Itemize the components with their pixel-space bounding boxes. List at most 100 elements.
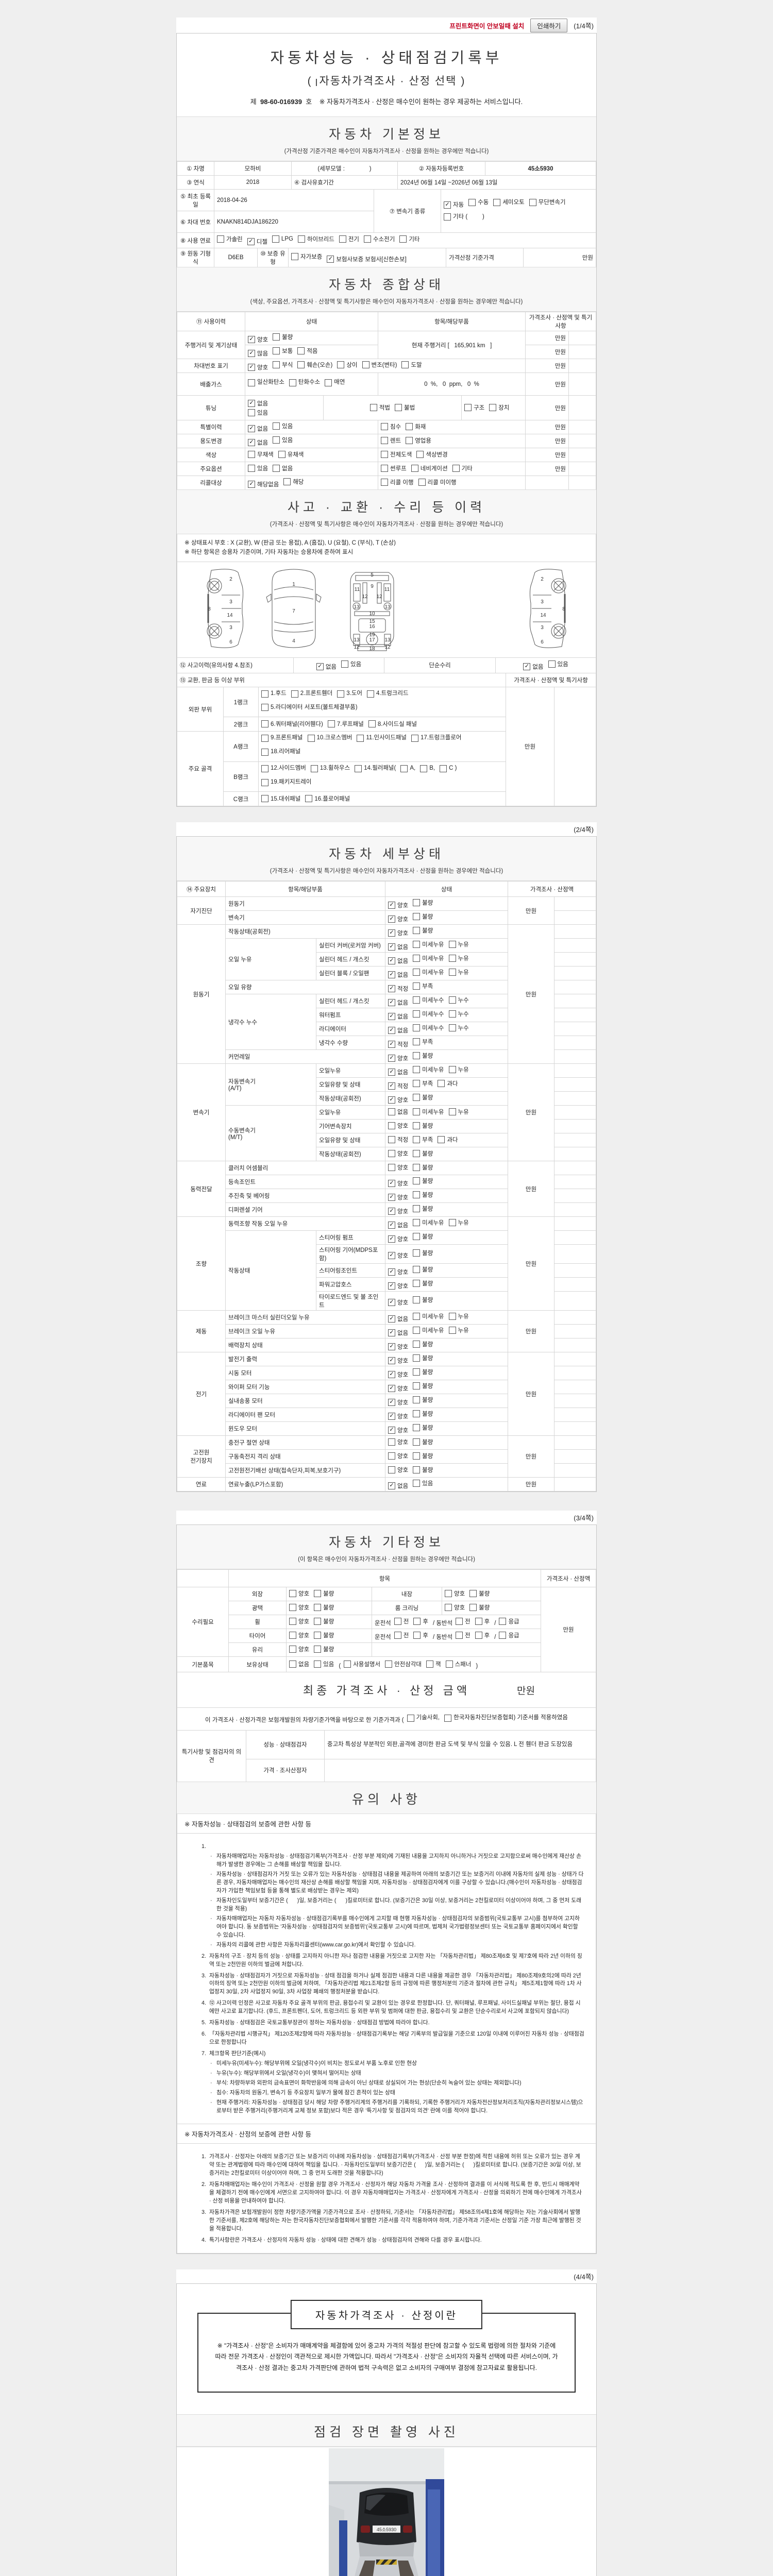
checkbox-option[interactable]: ✓ 보험사보증 보험사[신한손보] <box>327 255 407 263</box>
checkbox-option[interactable]: 양호 <box>388 1452 408 1460</box>
checkbox-option[interactable]: 불량 <box>413 1340 433 1348</box>
checkbox-option[interactable]: 하이브리드 <box>297 235 334 243</box>
checkbox-option[interactable]: 네비게이션 <box>411 464 448 472</box>
checkbox-option[interactable]: 17.트렁크플로어 <box>411 733 461 744</box>
checkbox-option[interactable]: ✓ 없음 <box>388 998 408 1007</box>
checkbox-option[interactable]: 불량 <box>413 1423 433 1432</box>
checkbox-option[interactable]: 부족 <box>413 1136 433 1144</box>
checkbox-option[interactable]: 불량 <box>413 1410 433 1418</box>
checkbox-option[interactable]: 가솔린 <box>217 235 243 243</box>
checkbox-option[interactable]: ✓ 없음 <box>248 399 321 408</box>
checkbox-option[interactable]: 있음 <box>273 436 293 444</box>
checkbox-option[interactable]: 불량 <box>413 1354 433 1362</box>
checkbox-option[interactable]: 세미오토 <box>493 197 525 209</box>
checkbox-option[interactable]: ✓ 양호 <box>388 915 408 923</box>
checkbox-option[interactable]: 없음 <box>273 464 293 472</box>
checkbox-option[interactable]: 불량 <box>413 926 433 935</box>
checkbox-option[interactable]: ✓ 양호 <box>388 1412 408 1420</box>
checkbox-option[interactable]: 수소전기 <box>364 235 395 243</box>
checkbox-option[interactable]: 적법 <box>369 403 390 412</box>
checkbox-option[interactable]: 불량 <box>469 1589 490 1598</box>
checkbox-option[interactable]: 13.휠하우스 <box>310 763 350 774</box>
checkbox-option[interactable]: 불량 <box>413 912 433 921</box>
checkbox-option[interactable]: 안전삼각대 <box>385 1660 422 1668</box>
checkbox-option[interactable]: 일산화탄소 <box>248 377 284 388</box>
checkbox-option[interactable]: 수동 <box>468 197 489 209</box>
checkbox-option[interactable]: ✓ 없음 <box>248 425 268 433</box>
print-install-link[interactable]: 프린트화면이 안보일때 설치 <box>449 22 525 30</box>
checkbox-option[interactable]: ✓ 양호 <box>248 335 268 344</box>
checkbox-option[interactable]: 불량 <box>314 1603 334 1612</box>
valuation-select-checkbox[interactable] <box>316 79 317 86</box>
checkbox-option[interactable]: 후 <box>475 1631 490 1639</box>
checkbox-option[interactable]: 상이 <box>337 361 358 369</box>
checkbox-option[interactable]: 장치 <box>489 403 509 412</box>
checkbox-option[interactable]: 부식 <box>273 361 293 369</box>
checkbox-option[interactable]: 양호 <box>388 1122 408 1130</box>
checkbox-option[interactable]: 6.쿼터패널(리어휀다) <box>261 720 323 728</box>
checkbox-option[interactable]: 10.크로스멤버 <box>307 733 352 744</box>
print-button[interactable]: 인쇄하기 <box>530 18 568 32</box>
checkbox-option[interactable]: 미세누수 <box>413 1024 444 1032</box>
checkbox-option[interactable]: 양호 <box>445 1589 465 1598</box>
checkbox-option[interactable]: 있음 <box>314 1660 334 1668</box>
checkbox-option[interactable]: ✓ 없음 <box>388 1315 408 1323</box>
checkbox-option[interactable]: 침수 <box>381 422 401 431</box>
checkbox-option[interactable]: ✓ 많음 <box>248 349 268 358</box>
checkbox-option[interactable]: 응급 <box>499 1631 519 1639</box>
checkbox-option[interactable]: ✓ 양호 <box>388 1179 408 1188</box>
checkbox-option[interactable]: 1.후드 <box>261 688 287 700</box>
checkbox-option[interactable]: 있음 <box>413 1479 433 1487</box>
checkbox-option[interactable]: 양호 <box>289 1617 309 1625</box>
checkbox-option[interactable]: ✓ 양호 <box>388 929 408 937</box>
checkbox-option[interactable]: 영업용 <box>406 436 431 445</box>
checkbox-option[interactable]: ✓ 없음 <box>388 957 408 965</box>
checkbox-option[interactable]: 불량 <box>413 1438 433 1446</box>
checkbox-option[interactable]: ✓ 적정 <box>388 985 408 993</box>
checkbox-option[interactable]: 한국자동차진단보증협회) 기준서를 적용하였음 <box>444 1713 568 1722</box>
checkbox-option[interactable]: 부족 <box>413 982 433 990</box>
checkbox-option[interactable]: 양호 <box>289 1645 309 1653</box>
checkbox-option[interactable]: 양호 <box>388 1438 408 1446</box>
checkbox-option[interactable]: ✓ 없음 <box>388 1221 408 1229</box>
checkbox-option[interactable]: ✓ 디젤 <box>247 238 267 246</box>
checkbox-option[interactable]: 과다 <box>438 1136 458 1144</box>
checkbox-option[interactable]: 11.인사이드패널 <box>357 733 407 744</box>
checkbox-option[interactable]: 14.필러패널( <box>355 763 396 774</box>
checkbox-option[interactable]: ✓ 없음 <box>388 1012 408 1021</box>
checkbox-option[interactable]: 구조 <box>464 403 484 412</box>
checkbox-option[interactable]: 불량 <box>413 1396 433 1404</box>
checkbox-option[interactable]: 19.패키지트레이 <box>261 777 311 788</box>
checkbox-option[interactable]: 미세누유 <box>413 1218 444 1227</box>
checkbox-option[interactable]: 있음 <box>341 660 361 668</box>
checkbox-option[interactable]: 불량 <box>413 1232 433 1241</box>
checkbox-option[interactable]: 불량 <box>413 1205 433 1213</box>
checkbox-option[interactable]: ✓ 양호 <box>388 1298 408 1307</box>
checkbox-option[interactable]: 누유 <box>448 1108 469 1116</box>
checkbox-option[interactable]: 미세누유 <box>413 1312 444 1320</box>
checkbox-option[interactable]: 양호 <box>289 1631 309 1639</box>
checkbox-option[interactable]: 불량 <box>413 1382 433 1390</box>
checkbox-option[interactable]: 4.트렁크리드 <box>367 688 409 700</box>
checkbox-option[interactable]: ✓ 없음 <box>248 438 268 447</box>
checkbox-option[interactable]: ✓ 양호 <box>388 1426 408 1434</box>
checkbox-option[interactable]: 후 <box>413 1617 428 1625</box>
checkbox-option[interactable]: ✓ 양호 <box>388 1251 408 1260</box>
checkbox-option[interactable]: 양호 <box>388 1466 408 1474</box>
checkbox-option[interactable]: 자가보증 <box>291 252 322 261</box>
checkbox-option[interactable]: 리콜 이행 <box>381 478 414 486</box>
checkbox-option[interactable]: 훼손(오손) <box>297 361 332 369</box>
checkbox-option[interactable]: 후 <box>413 1631 428 1639</box>
checkbox-option[interactable]: ✓ 양호 <box>388 1370 408 1379</box>
checkbox-option[interactable]: 색상변경 <box>416 450 448 459</box>
checkbox-option[interactable]: 15.대쉬패널 <box>261 794 300 803</box>
checkbox-option[interactable]: 불량 <box>314 1589 334 1598</box>
checkbox-option[interactable]: ✓ 양호 <box>388 1268 408 1276</box>
checkbox-option[interactable]: 부족 <box>413 1038 433 1046</box>
checkbox-option[interactable]: 있음 <box>548 660 568 668</box>
checkbox-option[interactable]: ✓ 없음 <box>388 1068 408 1076</box>
checkbox-option[interactable]: 불량 <box>413 899 433 907</box>
checkbox-option[interactable]: 12.사이드멤버 <box>261 763 306 774</box>
checkbox-option[interactable]: ✓ 양호 <box>388 1207 408 1215</box>
checkbox-option[interactable]: 부족 <box>413 1079 433 1088</box>
